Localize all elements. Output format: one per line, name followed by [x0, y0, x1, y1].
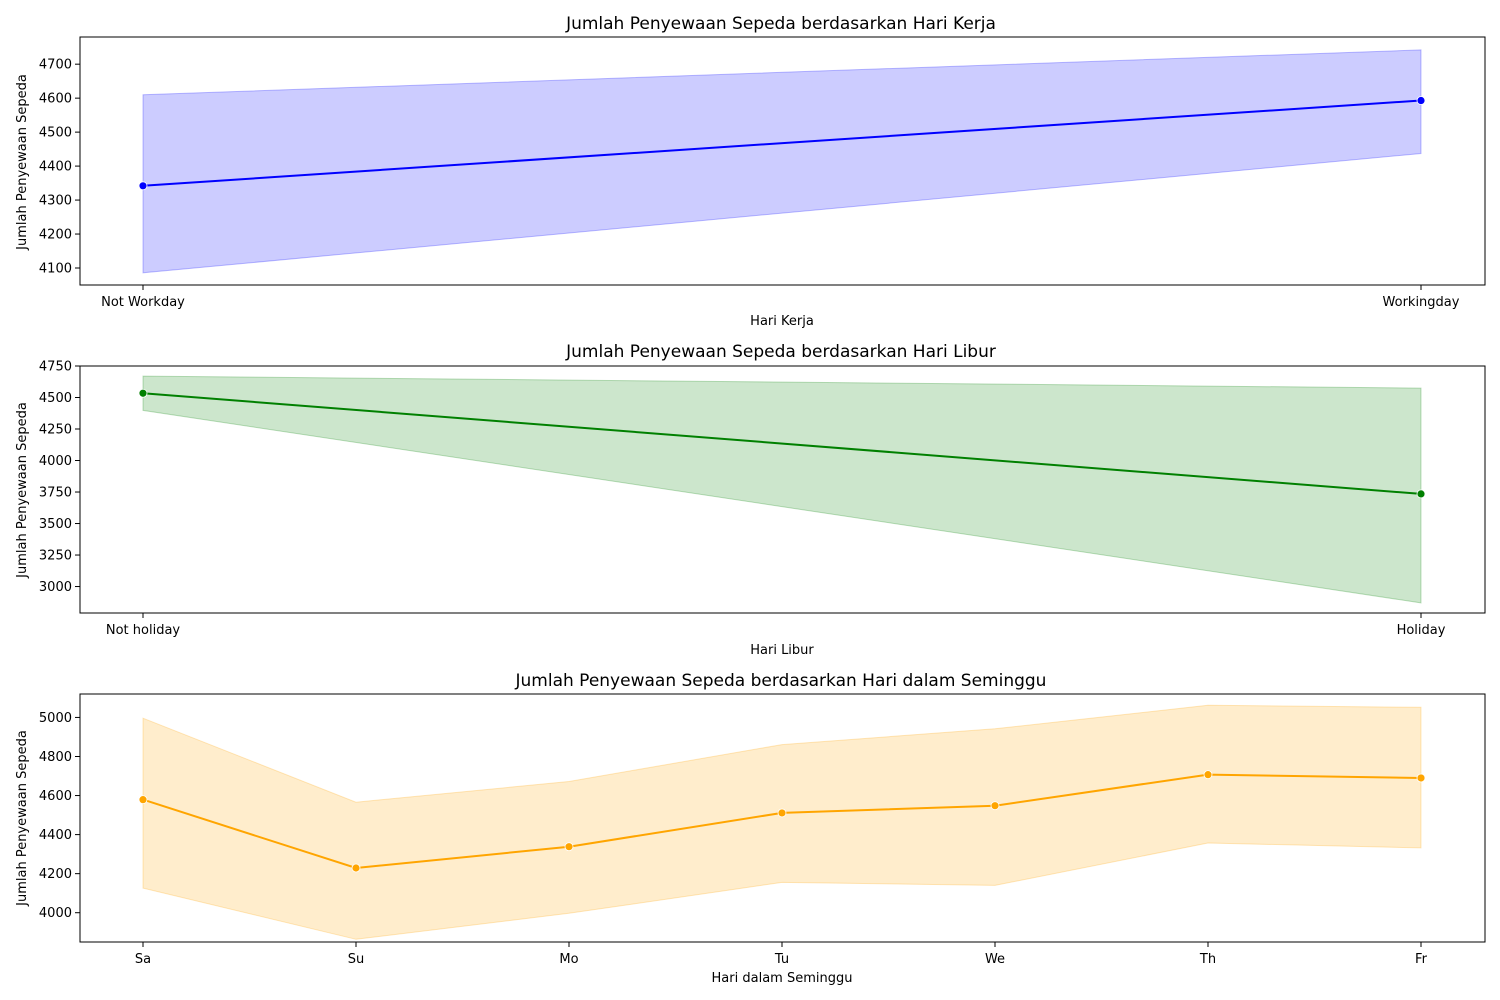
y-tick-label: 4600: [39, 92, 72, 107]
y-tick-label: 4500: [39, 126, 72, 141]
chart-weekday: Jumlah Penyewaan Sepeda berdasarkan Hari…: [15, 671, 1486, 986]
plot-area: 3000 3250 3500 3750 4000 4250 4500 4750 Not holi…: [39, 360, 1446, 639]
x-tick-label: Su: [348, 952, 365, 967]
y-axis-label: Jumlah Penyewaan Sepeda: [15, 74, 30, 251]
y-tick-label: 4750: [39, 360, 72, 375]
chart-title: Jumlah Penyewaan Sepeda berdasarkan Hari…: [515, 671, 1047, 691]
confidence-band: [142, 49, 1422, 274]
y-tick-label: 3250: [39, 549, 72, 564]
y-tick-label: 3000: [39, 580, 72, 595]
y-tick-label: 4600: [39, 789, 72, 804]
axes-frame: [79, 365, 1486, 614]
x-tick-label: Holiday: [1397, 623, 1446, 638]
data-point: [1416, 96, 1426, 105]
y-tick-label: 4000: [39, 906, 72, 921]
data-point: [1416, 489, 1426, 499]
x-tick-label: Sa: [135, 952, 151, 967]
y-tick-label: 4300: [39, 194, 72, 209]
y-tick-label: 4500: [39, 391, 72, 406]
series-line: [142, 99, 1422, 187]
y-tick-label: 4700: [39, 58, 72, 73]
x-tick-label: Workingday: [1383, 295, 1460, 310]
x-tick-label: Th: [1199, 952, 1216, 967]
y-tick-label: 4000: [39, 454, 72, 469]
x-tick-label: Not holiday: [106, 623, 181, 638]
y-axis-label: Jumlah Penyewaan Sepeda: [15, 730, 30, 907]
confidence-band: [142, 375, 1422, 604]
y-tick-label: 4250: [39, 423, 72, 438]
data-point: [777, 808, 787, 818]
data-point: [138, 181, 148, 191]
axes-frame: [79, 693, 1486, 943]
data-point: [1203, 770, 1213, 780]
y-tick-label: 4100: [39, 262, 72, 277]
y-tick-label: 4200: [39, 228, 72, 243]
series-line: [142, 392, 1422, 495]
y-tick-label: 3500: [39, 517, 72, 532]
data-point: [1416, 773, 1426, 783]
x-axis-label: Hari dalam Seminggu: [712, 971, 853, 986]
x-tick-label: Tu: [774, 952, 789, 967]
x-tick-label: Mo: [559, 952, 578, 967]
data-point: [564, 842, 574, 852]
y-tick-label: 4800: [39, 750, 72, 765]
data-point: [138, 388, 148, 398]
y-axis-label: Jumlah Penyewaan Sepeda: [15, 402, 30, 579]
y-tick-label: 3750: [39, 486, 72, 501]
data-point: [351, 863, 361, 873]
confidence-band: [142, 704, 1422, 940]
y-tick-label: 4200: [39, 867, 72, 882]
plot-area: 4100 4200 4300 4400 4500 4600 4700 Not Workday W…: [39, 49, 1460, 310]
x-tick-label: Fr: [1415, 952, 1428, 967]
data-point: [138, 795, 148, 805]
chart-title: Jumlah Penyewaan Sepeda berdasarkan Hari…: [565, 342, 996, 362]
data-point: [990, 801, 1000, 811]
y-tick-label: 4400: [39, 160, 72, 175]
x-tick-label: We: [985, 952, 1005, 967]
x-axis-label: Hari Libur: [750, 643, 814, 658]
y-tick-label: 5000: [39, 711, 72, 726]
axes-frame: [79, 36, 1486, 286]
plot-area: 4000 4200 4400 4600 4800 5000 Sa Su Mo Tu We Th Fr: [39, 704, 1428, 967]
chart-workday: Jumlah Penyewaan Sepeda berdasarkan Hari…: [15, 14, 1486, 329]
y-tick-label: 4400: [39, 828, 72, 843]
chart-holiday: Jumlah Penyewaan Sepeda berdasarkan Hari…: [15, 342, 1486, 658]
x-axis-label: Hari Kerja: [750, 314, 814, 329]
x-tick-label: Not Workday: [101, 295, 185, 310]
chart-title: Jumlah Penyewaan Sepeda berdasarkan Hari…: [565, 14, 996, 34]
